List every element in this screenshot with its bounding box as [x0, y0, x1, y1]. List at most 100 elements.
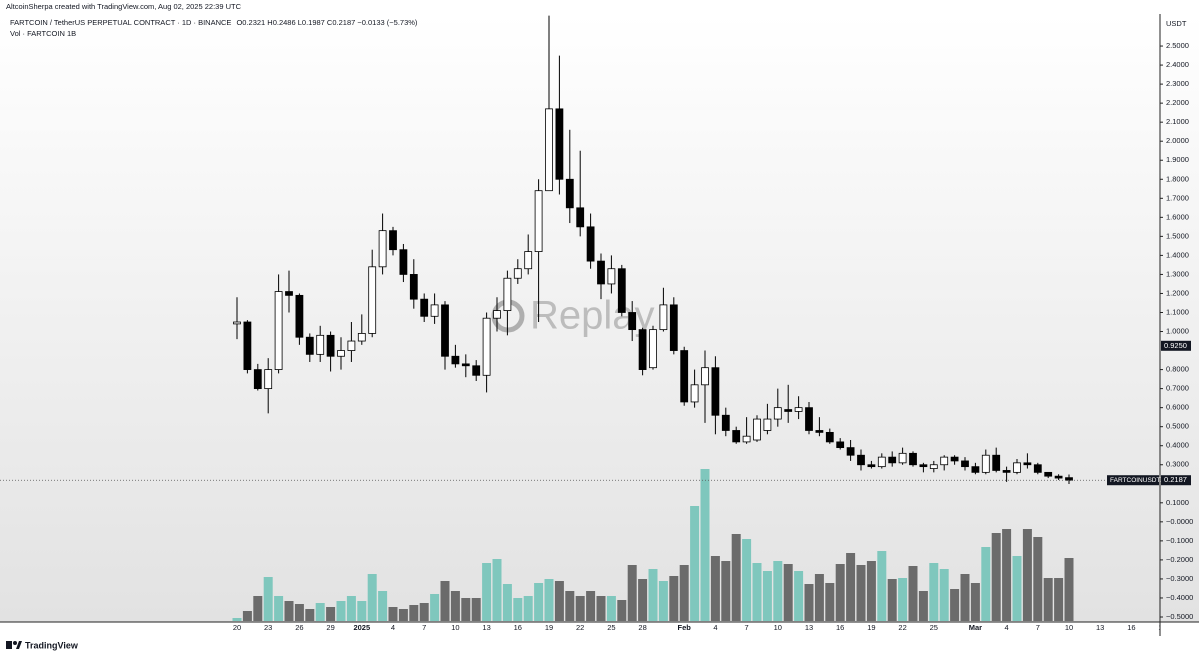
volume-bar: [991, 533, 1001, 621]
volume-bar: [315, 603, 325, 621]
candle-body: [877, 456, 886, 468]
x-tick-label: 13: [805, 623, 813, 632]
volume-bar: [638, 579, 648, 621]
volume-bar: [482, 563, 492, 621]
candle-body: [253, 369, 262, 390]
volume-bar: [846, 553, 856, 621]
y-tick-label: 1.9000: [1166, 155, 1189, 164]
volume-bar: [502, 584, 512, 621]
volume-bar: [367, 574, 377, 621]
volume-bar: [981, 547, 991, 621]
x-tick-label: 7: [1036, 623, 1040, 632]
volume-bar: [721, 561, 731, 621]
y-tick-label: −0.3000: [1166, 574, 1193, 583]
volume-bar: [918, 591, 928, 621]
candle-body: [1013, 462, 1021, 473]
candle-body: [285, 291, 293, 296]
candle-body: [961, 460, 969, 468]
x-tick-label: 10: [774, 623, 782, 632]
volume-bar: [596, 596, 606, 621]
volume-bar: [658, 581, 668, 621]
candle-body: [472, 365, 481, 376]
volume-bar: [700, 469, 710, 621]
x-tick-label: 22: [898, 623, 906, 632]
candle-body: [753, 418, 761, 441]
candle-body: [378, 230, 387, 268]
symbol-legend: FARTCOIN / TetherUS PERPETUAL CONTRACT ·…: [10, 18, 418, 27]
y-tick-label: 1.0000: [1166, 327, 1189, 336]
candle-body: [295, 294, 304, 338]
volume-bar: [783, 564, 793, 621]
volume-bar: [825, 583, 835, 621]
y-tick-label: 2.5000: [1166, 41, 1189, 50]
footer-brand: TradingView: [25, 640, 79, 650]
candle-body: [617, 268, 626, 313]
candle-body: [711, 367, 720, 416]
volume-bar: [450, 591, 460, 621]
x-tick-label: 16: [1127, 623, 1135, 632]
x-tick-label: 16: [514, 623, 522, 632]
candle-body: [857, 454, 865, 466]
candle-body: [368, 266, 377, 334]
symbol-tag-label: FARTCOINUSDT.P: [1110, 477, 1166, 484]
footer-logo: [6, 641, 22, 649]
y-tick-label: −0.4000: [1166, 593, 1193, 602]
y-tick-label: 2.1000: [1166, 117, 1189, 126]
volume-bar: [253, 596, 263, 621]
volume-bar: [617, 600, 627, 621]
y-tick-label: 0.5000: [1166, 422, 1189, 431]
x-tick-label: 2025: [353, 623, 370, 632]
candle-body: [493, 310, 501, 319]
volume-bar: [565, 591, 575, 621]
y-tick-label: 0.4000: [1166, 441, 1189, 450]
candle-body: [669, 304, 678, 351]
candle-body: [441, 304, 449, 357]
volume-bar: [398, 609, 408, 621]
y-tick-label: 0.3000: [1166, 460, 1189, 469]
symbol-title: FARTCOIN / TetherUS PERPETUAL CONTRACT ·…: [10, 18, 231, 27]
candle-body: [316, 334, 325, 355]
y-axis-label: USDT: [1166, 19, 1187, 28]
volume-bar: [232, 618, 242, 621]
price-marker-label: 0.9250: [1164, 341, 1187, 350]
volume-bar: [305, 609, 315, 621]
candle-body: [919, 464, 928, 468]
candle-body: [461, 363, 470, 367]
candle-body: [430, 304, 439, 317]
candle-body: [773, 407, 782, 420]
candle-body: [607, 268, 616, 285]
volume-bar: [773, 561, 783, 621]
candle-body: [888, 456, 897, 464]
x-tick-label: 10: [1065, 623, 1073, 632]
x-tick-label: 22: [576, 623, 584, 632]
volume-bar: [544, 579, 554, 621]
volume-bar: [762, 571, 772, 621]
volume-bar: [440, 581, 450, 621]
volume-bar: [294, 604, 304, 621]
volume-bar: [1022, 529, 1032, 621]
candle-body: [243, 321, 252, 370]
y-tick-label: 1.1000: [1166, 307, 1189, 316]
volume-bar: [929, 563, 939, 621]
y-tick-label: 0.8000: [1166, 365, 1189, 374]
candle-body: [763, 418, 772, 431]
candle-body: [347, 340, 356, 351]
volume-bar: [575, 596, 585, 621]
volume-bar: [263, 577, 273, 621]
x-tick-label: 16: [836, 623, 844, 632]
candle-body: [971, 466, 980, 473]
volume-bar: [492, 559, 502, 621]
candle-body: [742, 435, 751, 443]
volume-bar: [814, 574, 824, 621]
y-tick-label: 2.3000: [1166, 79, 1189, 88]
candle-body: [805, 407, 813, 431]
candle-body: [1044, 471, 1053, 477]
ohlc-legend: O0.2321 H0.2486 L0.1987 C0.2187 −0.0133 …: [236, 18, 417, 27]
candle-body: [929, 464, 938, 469]
candle-body: [825, 431, 834, 443]
candle-body: [940, 456, 949, 466]
volume-bar: [752, 563, 762, 621]
volume-bar: [430, 594, 440, 621]
candle-body: [337, 350, 345, 357]
logo-part: [13, 641, 17, 645]
